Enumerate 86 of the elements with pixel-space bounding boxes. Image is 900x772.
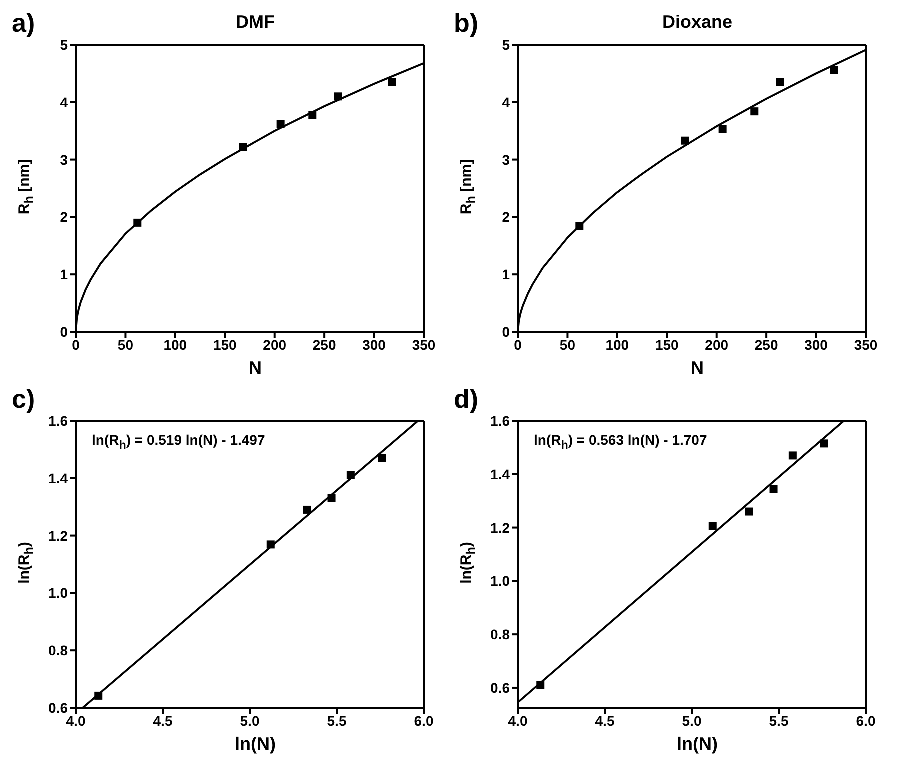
- x-tick-label: 100: [164, 336, 188, 353]
- x-tick-label: 6.0: [414, 712, 434, 729]
- x-tick-label: 350: [854, 336, 878, 353]
- annotation: ln(R$_{h}$) = 0.519 ln(N) - 1.497: [92, 432, 266, 452]
- y-tick-label: 1.0: [490, 573, 510, 590]
- y-tick-label: 3: [60, 152, 68, 168]
- x-tick-label: 150: [213, 336, 238, 353]
- point: [334, 92, 342, 101]
- x-tick-label: 4.0: [66, 712, 86, 729]
- point: [718, 125, 727, 134]
- y-tick-label: 0.6: [490, 680, 510, 696]
- point: [134, 218, 142, 227]
- x-tick-label: 200: [263, 336, 287, 353]
- x-tick-label: 4.5: [153, 712, 173, 729]
- y-tick-label: 1.4: [48, 470, 68, 486]
- x-tick-label: 4.5: [595, 712, 615, 729]
- y-tick-label: 4: [60, 94, 68, 110]
- x-tick-label: 250: [312, 336, 336, 353]
- chart-title: DMF: [235, 12, 276, 33]
- text: b): [454, 8, 479, 39]
- y-tick-label: 1.4: [490, 466, 510, 482]
- x-tick-label: 150: [655, 336, 680, 353]
- y-tick-label: 0.8: [490, 626, 510, 643]
- x-tick-label: 50: [560, 336, 576, 353]
- chart-title: Dioxane: [661, 12, 734, 33]
- x-tick-label: 0: [514, 336, 522, 353]
- point: [276, 120, 285, 128]
- point: [576, 222, 584, 230]
- text: a): [12, 8, 36, 39]
- x-tick-label: 5.0: [682, 712, 702, 729]
- point: [750, 108, 759, 116]
- x-axis-title: ln(N): [676, 734, 719, 755]
- x-tick-label: 6.0: [856, 712, 876, 729]
- point: [239, 143, 248, 152]
- y-tick-label: 2: [60, 209, 68, 226]
- y-tick-label: 0.8: [48, 642, 68, 659]
- x-tick-label: 50: [118, 336, 134, 353]
- point: [346, 471, 355, 480]
- x-tick-label: 350: [412, 336, 436, 353]
- point: [681, 136, 690, 145]
- y-tick-label: 4: [502, 94, 510, 110]
- y-tick-label: 1.0: [48, 585, 68, 602]
- x-tick-label: 300: [362, 336, 386, 353]
- y-tick-label: 1.2: [490, 520, 510, 536]
- y-tick-label: 0.6: [48, 700, 68, 716]
- x-axis-title: N: [248, 358, 263, 379]
- point: [830, 66, 838, 74]
- text: c): [12, 384, 36, 415]
- annotation: ln(R$_{h}$) = 0.563 ln(N) - 1.707: [534, 432, 708, 452]
- point: [303, 506, 312, 514]
- y-tick-label: 0: [60, 324, 68, 340]
- x-tick-label: 250: [754, 336, 778, 353]
- y-tick-label: 1: [60, 266, 68, 283]
- y-tick-label: 0: [502, 324, 510, 340]
- y-tick-label: 1.6: [48, 412, 68, 429]
- x-tick-label: 5.0: [240, 712, 260, 729]
- point: [378, 454, 386, 462]
- point: [776, 78, 784, 86]
- x-axis-title: ln(N): [234, 734, 277, 755]
- y-tick-label: 1.2: [48, 528, 68, 544]
- point: [266, 540, 275, 549]
- y-tick-label: 3: [502, 152, 510, 168]
- point: [308, 111, 317, 120]
- point: [94, 692, 103, 700]
- point: [536, 681, 545, 690]
- point: [820, 440, 828, 448]
- y-tick-label: 1.6: [490, 412, 510, 429]
- point: [770, 485, 778, 494]
- x-tick-label: 200: [705, 336, 729, 353]
- text: d): [454, 384, 479, 415]
- point: [708, 522, 717, 530]
- y-tick-label: 2: [502, 209, 510, 226]
- point: [388, 78, 396, 86]
- x-tick-label: 300: [804, 336, 828, 353]
- point: [328, 494, 336, 502]
- x-axis-title: N: [690, 358, 705, 379]
- y-tick-label: 5: [60, 36, 68, 53]
- y-tick-label: 1: [502, 266, 510, 283]
- y-tick-label: 5: [502, 36, 510, 53]
- x-tick-label: 100: [606, 336, 630, 353]
- point: [788, 452, 797, 460]
- x-tick-label: 4.0: [508, 712, 528, 729]
- x-tick-label: 5.5: [327, 712, 347, 729]
- x-tick-label: 5.5: [769, 712, 789, 729]
- point: [745, 508, 754, 516]
- x-tick-label: 0: [72, 336, 80, 353]
